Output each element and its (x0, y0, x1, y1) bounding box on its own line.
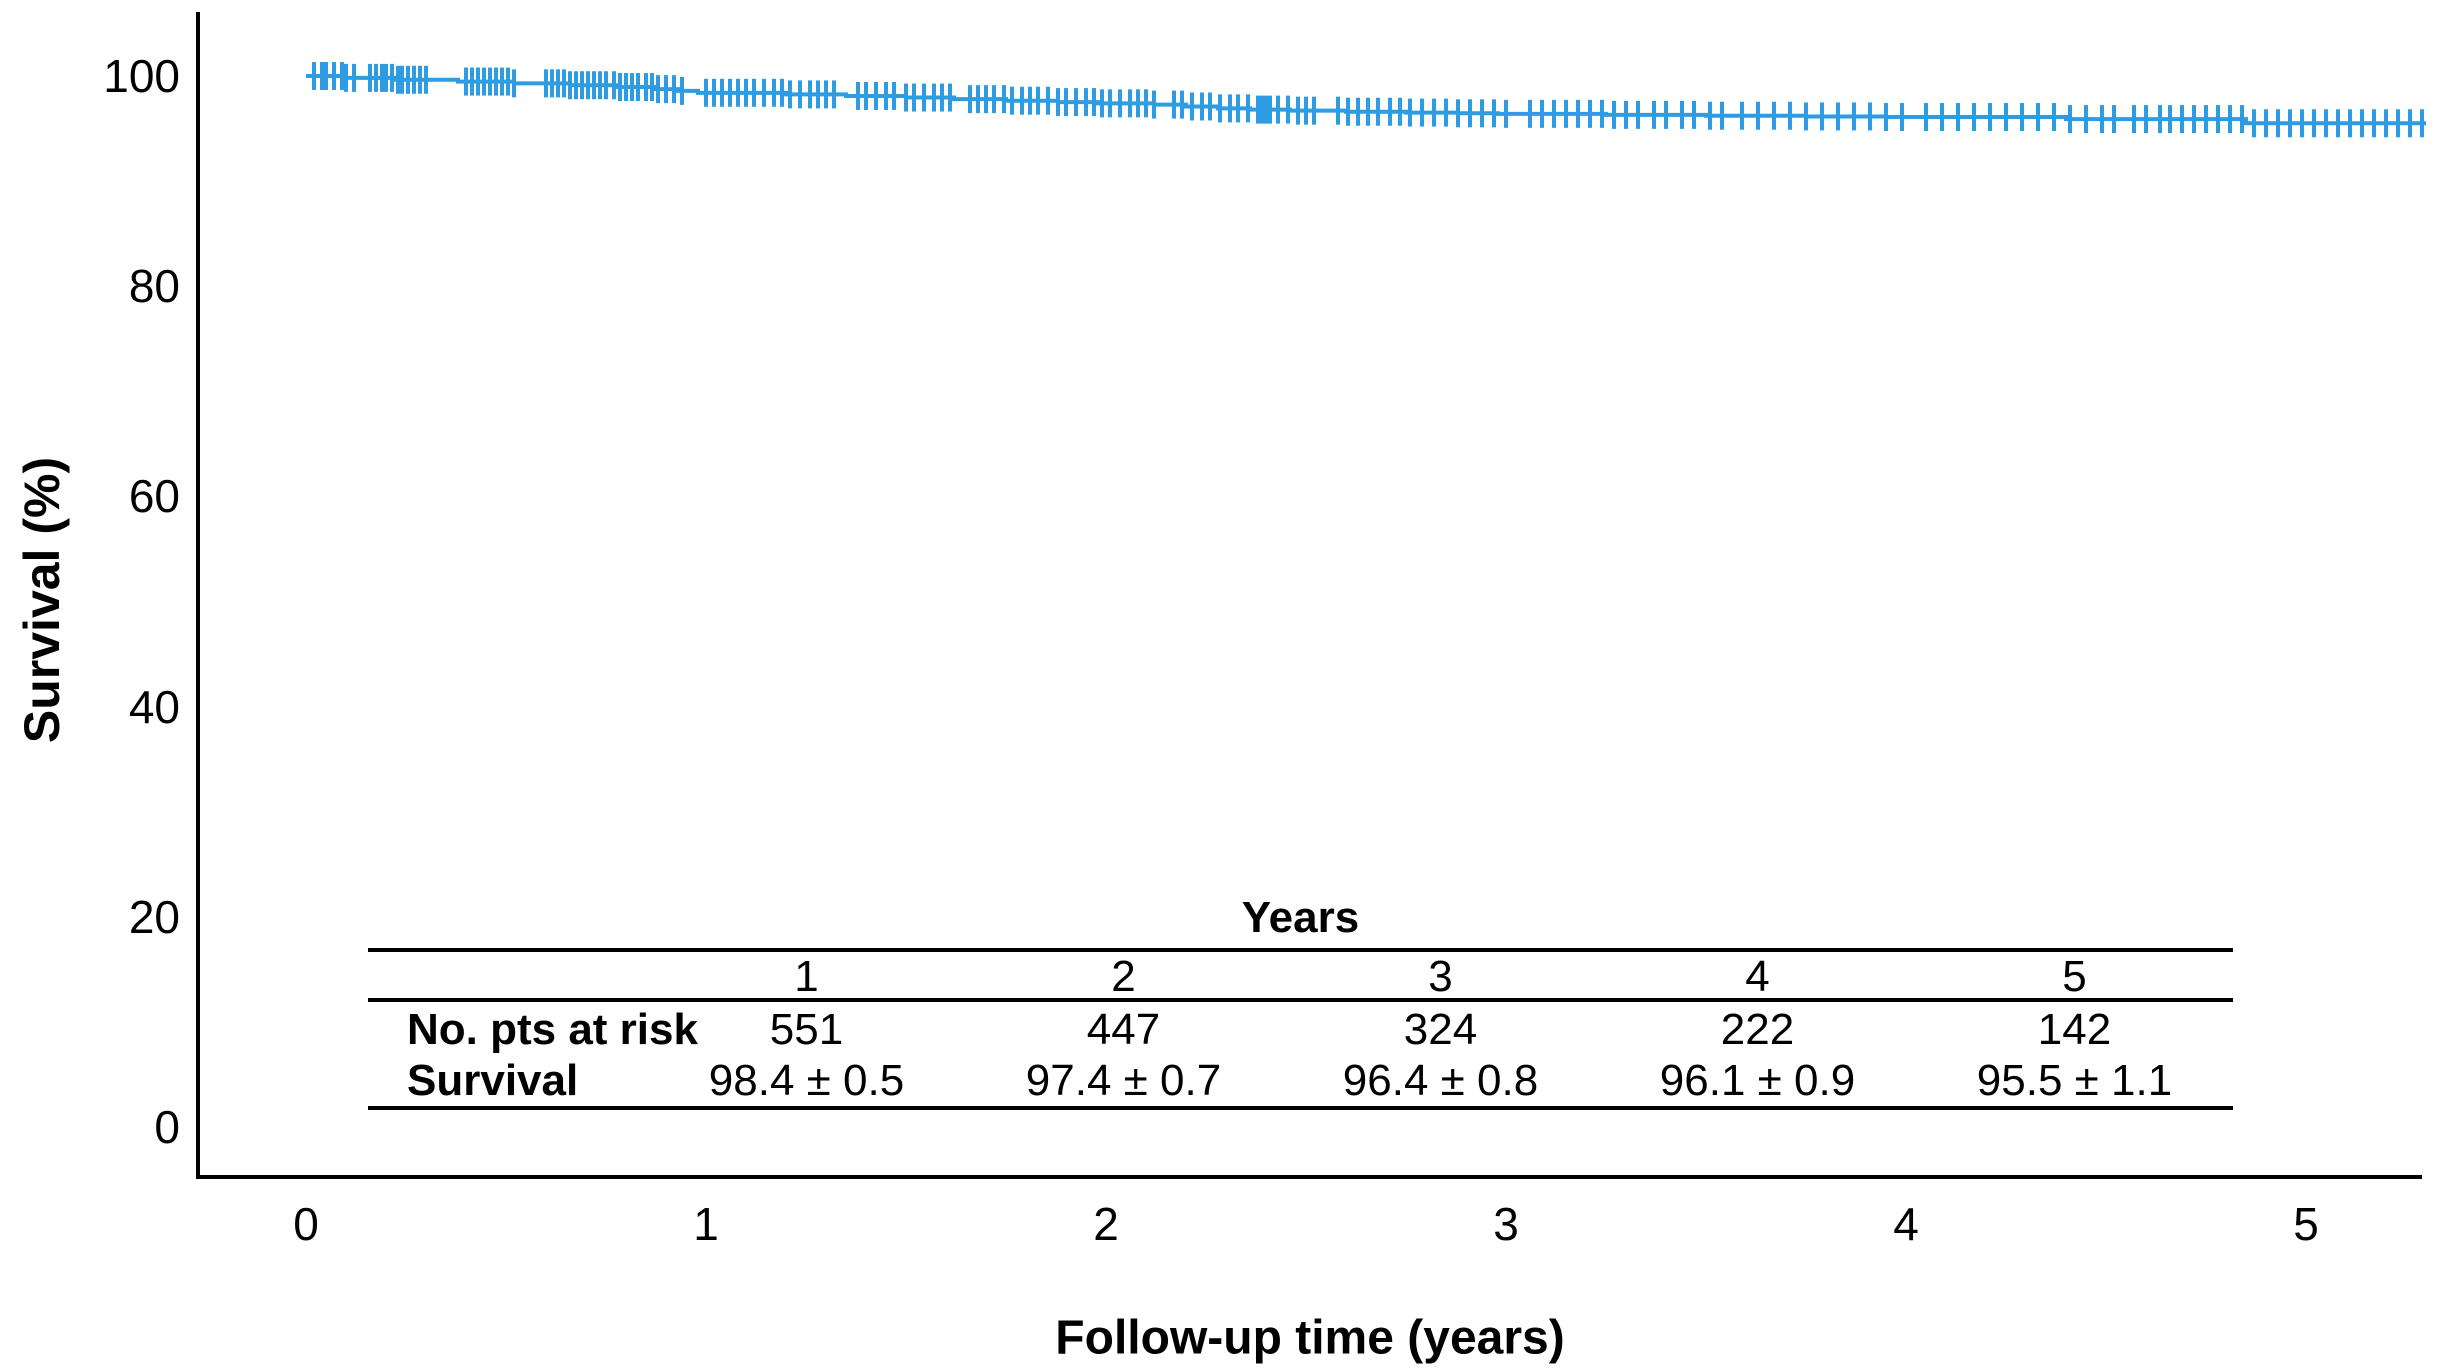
risk-table-header-cell: 2 (1111, 952, 1136, 1001)
risk-table-row-at-risk: No. pts at risk 551 447 324 222 142 (368, 1002, 2233, 1057)
row-label: No. pts at risk (407, 1004, 698, 1054)
x-axis-title: Follow-up time (years) (1055, 1311, 1565, 1365)
survival-value: 98.4 ± 0.5 (708, 1055, 905, 1105)
risk-table-rule-bottom (368, 1106, 2233, 1110)
x-tick-label: 4 (1893, 1198, 1919, 1250)
at-risk-value: 222 (1720, 1004, 1795, 1054)
risk-table-header-row: 1 2 3 4 5 (368, 952, 2233, 1001)
risk-table-rule-mid (368, 998, 2233, 1002)
survival-value: 96.1 ± 0.9 (1659, 1055, 1856, 1105)
at-risk-value: 142 (2037, 1004, 2112, 1054)
y-tick-label: 60 (128, 470, 180, 523)
risk-table-header-cell: 5 (2062, 952, 2087, 1001)
y-tick-label: 100 (103, 50, 180, 102)
risk-table-row-survival: Survival 98.4 ± 0.5 97.4 ± 0.7 96.4 ± 0.… (368, 1055, 2233, 1106)
x-tick-label: 0 (293, 1198, 319, 1250)
x-tick-label: 2 (1093, 1198, 1119, 1250)
risk-table-title: Years (1241, 893, 1360, 942)
risk-table-header-cell: 3 (1428, 952, 1453, 1001)
y-tick-label: 0 (154, 1101, 180, 1153)
risk-table-rule-top (368, 948, 2233, 952)
risk-table-header-cell: 4 (1745, 952, 1770, 1001)
survival-value: 95.5 ± 1.1 (1976, 1055, 2173, 1105)
y-tick-label: 20 (128, 890, 180, 943)
x-tick-label: 1 (693, 1198, 719, 1250)
y-tick-label: 40 (128, 680, 180, 733)
at-risk-value: 324 (1403, 1004, 1478, 1054)
survival-value: 97.4 ± 0.7 (1025, 1055, 1222, 1105)
risk-table: Years 1 2 3 4 5 No. pts at risk 551 447 … (368, 893, 2233, 1113)
at-risk-value: 551 (769, 1004, 844, 1054)
at-risk-value: 447 (1086, 1004, 1161, 1054)
x-tick-label: 5 (2293, 1198, 2319, 1250)
row-label: Survival (407, 1055, 579, 1105)
survival-value: 96.4 ± 0.8 (1342, 1055, 1539, 1105)
y-tick-label: 80 (128, 260, 180, 313)
risk-table-header-cell: 1 (794, 952, 819, 1001)
x-tick-label: 3 (1493, 1198, 1519, 1250)
